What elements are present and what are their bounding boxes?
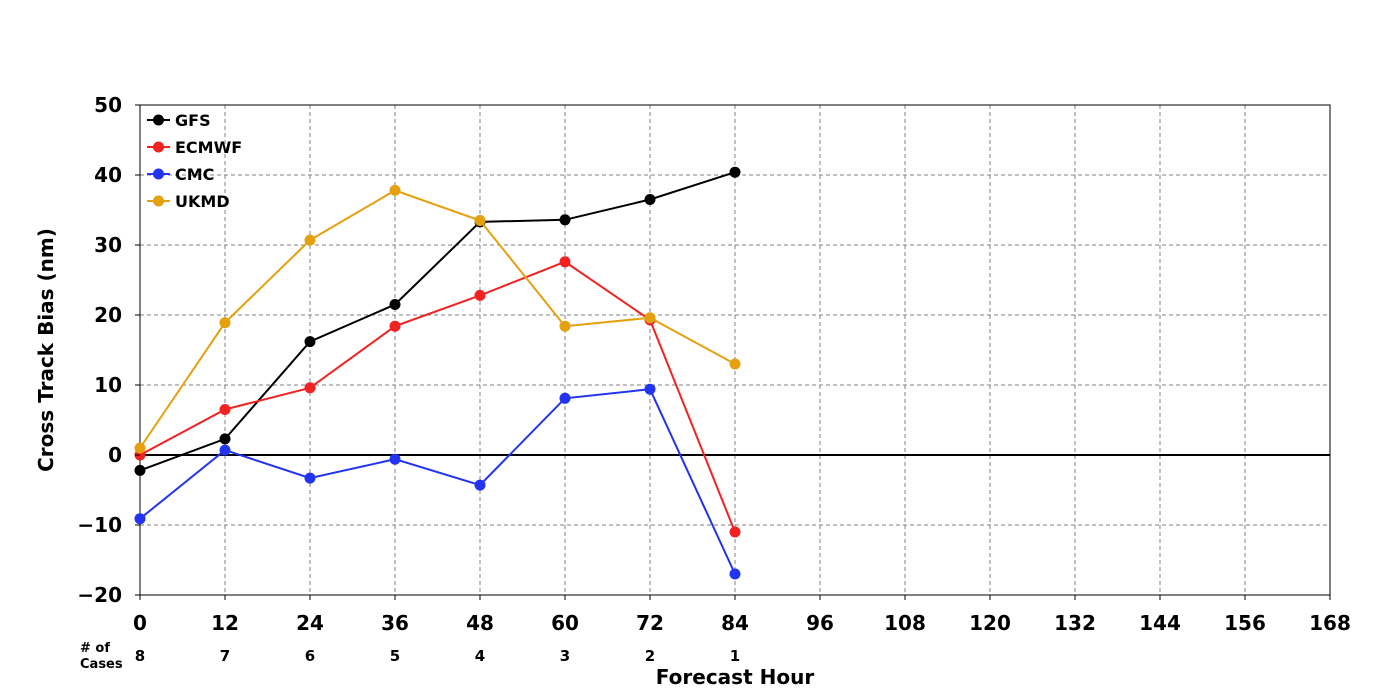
data-point-ukmd [729,358,741,370]
case-count: 3 [560,647,570,665]
case-count: 4 [475,647,485,665]
case-count: 6 [305,647,315,665]
legend-item-ukmd: UKMD [147,192,230,211]
case-count: 7 [220,647,230,665]
cases-label-line1: # of [80,641,110,656]
data-point-cmc [219,444,231,456]
legend-label-ecmwf: ECMWF [175,138,242,157]
y-tick-label: −20 [77,583,122,607]
data-point-ukmd [389,184,401,196]
y-tick-label: −10 [77,513,122,537]
x-axis-title: Forecast Hour [656,665,815,689]
y-tick-label: 20 [94,303,122,327]
data-point-ecmwf [389,320,401,332]
legend-marker-ukmd [153,195,164,207]
y-tick-label: 10 [94,373,122,397]
data-point-gfs [729,166,741,178]
data-point-cmc [134,513,146,525]
data-point-ukmd [219,317,231,329]
data-point-cmc [474,479,486,491]
data-point-ukmd [559,320,571,332]
x-tick-label: 96 [806,611,834,635]
case-count: 5 [390,647,400,665]
series-layer [134,166,741,580]
x-tick-label: 72 [636,611,664,635]
data-point-gfs [219,433,231,445]
x-tick-label: 132 [1054,611,1096,635]
data-point-ecmwf [559,256,571,268]
legend-item-ecmwf: ECMWF [147,138,242,157]
data-point-ecmwf [729,526,741,538]
cases-label-line2: Cases [80,657,123,672]
x-tick-label: 84 [721,611,749,635]
x-tick-label: 144 [1139,611,1181,635]
x-tick-label: 108 [884,611,926,635]
data-point-gfs [644,194,656,205]
legend-item-gfs: GFS [147,111,211,130]
x-tick-label: 24 [296,611,324,635]
data-point-cmc [644,383,656,395]
data-point-cmc [389,453,401,465]
legend-item-cmc: CMC [147,165,214,184]
data-point-cmc [559,392,571,404]
x-tick-label: 156 [1224,611,1266,635]
case-count: 1 [730,647,740,665]
data-point-gfs [389,299,401,310]
series-line-ukmd [139,189,736,449]
x-tick-label: 168 [1309,611,1351,635]
legend-marker-gfs [153,114,164,126]
x-tick-label: 48 [466,611,494,635]
data-point-gfs [559,214,571,226]
data-point-ecmwf [474,289,486,301]
series-line-cmc [139,388,736,575]
series-line-gfs [139,171,736,472]
legend-label-gfs: GFS [175,111,211,130]
data-point-ukmd [474,215,486,226]
cases-row: # of Cases 8 7 6 5 4 3 2 1 [80,641,740,672]
tick-labels: 0 12 24 36 48 60 72 84 96 108 120 132 144 156 168 −20 −1… [77,93,1350,635]
series-ecmwf [134,256,741,538]
series-cmc [134,383,741,580]
x-tick-label: 120 [969,611,1011,635]
case-count: 8 [135,647,145,665]
x-tick-label: 0 [133,611,147,635]
data-point-ukmd [134,442,146,454]
x-tick-label: 12 [211,611,239,635]
legend-marker-ecmwf [153,141,164,153]
y-tick-label: 30 [94,233,122,257]
y-tick-label: 0 [108,443,122,467]
y-axis-title: Cross Track Bias (nm) [34,228,58,472]
grid [140,105,1330,595]
data-point-gfs [134,464,146,476]
series-ukmd [134,184,741,454]
x-tick-label: 60 [551,611,579,635]
data-point-ecmwf [219,404,231,415]
case-count: 2 [645,647,655,665]
data-point-ecmwf [304,382,316,394]
legend-label-ukmd: UKMD [175,192,230,211]
y-tick-label: 40 [94,163,122,187]
data-point-cmc [304,472,316,484]
x-tick-label: 36 [381,611,409,635]
y-tick-label: 50 [94,93,122,117]
data-point-cmc [729,568,741,580]
data-point-ukmd [644,312,656,324]
legend-marker-cmc [153,168,164,180]
series-line-ecmwf [139,260,736,533]
legend-label-cmc: CMC [175,165,214,184]
legend: GFS ECMWF CMC UKMD [147,111,242,211]
data-point-gfs [304,336,316,348]
data-point-ukmd [304,234,316,246]
